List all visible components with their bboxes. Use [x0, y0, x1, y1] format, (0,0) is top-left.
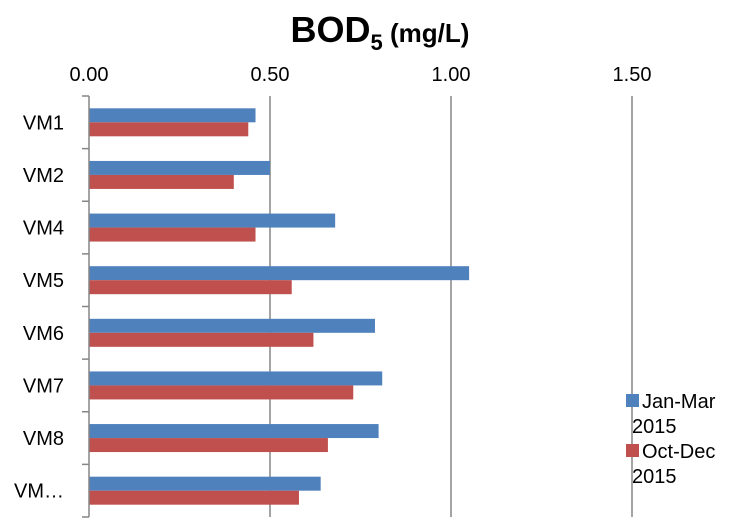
x-axis-ticks: 0.00 0.50 1.00 1.50	[70, 64, 652, 86]
legend-label: Jan-Mar	[642, 391, 716, 413]
legend-label: 2015	[632, 416, 677, 438]
chart-title-subscript: 5	[371, 30, 383, 55]
chart-title: BOD5 (mg/L)	[291, 9, 470, 55]
bar-jan-mar-vm5	[89, 266, 470, 281]
bar-oct-dec-vm6	[89, 332, 314, 347]
chart-title-suffix: (mg/L)	[383, 18, 470, 48]
category-label: VM2	[23, 165, 64, 187]
bar-jan-mar-vm6	[89, 318, 375, 333]
category-label: VM6	[23, 323, 64, 345]
category-label: VM…	[14, 481, 64, 503]
category-label: VM7	[23, 375, 64, 397]
category-label: VM5	[23, 270, 64, 292]
x-tick-label: 0.50	[251, 64, 290, 86]
x-tick-label: 0.00	[70, 64, 109, 86]
gridlines	[269, 96, 633, 517]
bars	[89, 108, 470, 505]
legend-label: Oct-Dec	[642, 441, 715, 463]
bar-oct-dec-vm	[89, 490, 299, 505]
x-tick-label: 1.50	[613, 64, 652, 86]
bar-jan-mar-vm1	[89, 108, 256, 123]
bar-oct-dec-vm4	[89, 227, 256, 242]
bar-jan-mar-vm7	[89, 371, 383, 386]
bar-oct-dec-vm7	[89, 385, 354, 400]
bar-jan-mar-vm	[89, 476, 321, 491]
bar-jan-mar-vm8	[89, 424, 379, 439]
category-label: VM1	[23, 112, 64, 134]
y-axis: VM1 VM2 VM4 VM5 VM6 VM7 VM8 VM…	[14, 95, 90, 518]
x-tick-label: 1.00	[432, 64, 471, 86]
bar-jan-mar-vm4	[89, 213, 336, 228]
bar-oct-dec-vm5	[89, 280, 292, 295]
bar-oct-dec-vm2	[89, 174, 234, 189]
bar-jan-mar-vm2	[89, 160, 270, 175]
legend: Jan-Mar 2015 Oct-Dec 2015	[626, 391, 716, 488]
chart-title-main: BOD	[291, 9, 371, 50]
bar-oct-dec-vm8	[89, 438, 328, 453]
legend-swatch	[626, 444, 639, 457]
category-label: VM4	[23, 218, 64, 240]
category-label: VM8	[23, 428, 64, 450]
legend-swatch	[626, 394, 639, 407]
bar-oct-dec-vm1	[89, 122, 249, 137]
legend-label: 2015	[632, 466, 677, 488]
